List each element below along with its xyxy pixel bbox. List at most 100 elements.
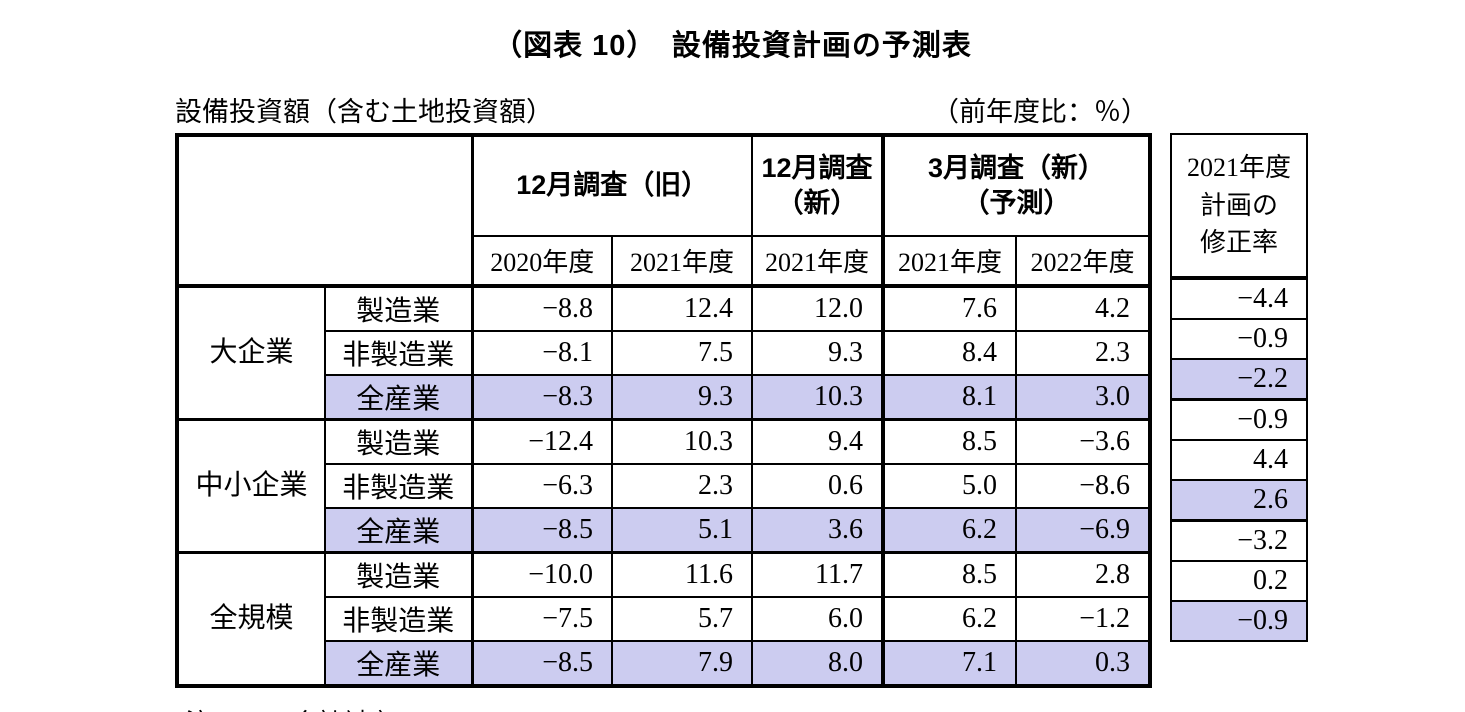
table-row-highlight: 2.6 [1170,479,1309,522]
table-row: −4.4 [1170,277,1309,320]
value-cell: −12.4 [471,418,613,465]
value-cell: 5.1 [610,507,754,554]
value-cell: 11.7 [751,551,885,598]
value-cell: 2.3 [1015,330,1152,376]
table-row: 中小企業 製造業 −12.4 10.3 9.4 8.5 −3.6 [176,418,1152,554]
table-row: 非製造業 −7.5 5.7 6.0 6.2 −1.2 [177,596,1152,642]
value-cell: 7.6 [881,285,1018,332]
value-cell: −8.6 [1015,463,1152,509]
header-survey-mar-new: 3月調査（新） （予測） [881,134,1152,237]
value-cell: 12.0 [751,285,885,332]
industry-label: 全産業 [324,374,474,421]
caption-unit: （前年度比：％） [932,97,1148,127]
table-row: 0.2 [1170,560,1309,602]
value-cell: −1.2 [1015,596,1152,642]
value-cell: 11.6 [610,551,754,598]
value-cell: 2.3 [610,463,754,509]
value-cell: −8.5 [471,640,613,687]
value-cell: −8.5 [471,507,613,554]
header-survey-dec-new: 12月調査 （新） [751,134,885,237]
value-cell: −8.8 [471,285,613,332]
note-line: (注)リース会計対応ベース。 [177,704,1465,712]
value-cell: 9.4 [751,418,885,465]
group-label: 全規模 [176,551,326,687]
header-empty-cell [176,134,474,288]
value-cell: 4.2 [1015,285,1152,332]
header-year: 2022年度 [1015,235,1152,288]
value-cell: 10.3 [610,418,754,465]
table-row: 全規模 製造業 −10.0 11.6 11.7 8.5 2.8 [176,551,1152,687]
revision-cell: −0.9 [1170,600,1309,642]
industry-label: 製造業 [324,418,474,465]
table-row: −0.9 [1170,398,1309,441]
value-cell: −10.0 [471,551,613,598]
value-cell: −6.3 [471,463,613,509]
value-cell: 9.3 [751,330,885,376]
value-cell: 6.0 [751,596,885,642]
revision-header: 2021年度 計画の 修正率 [1170,133,1309,280]
value-cell: 7.5 [610,330,754,376]
industry-label: 製造業 [324,285,474,332]
value-cell: 8.5 [881,551,1018,598]
table-row-highlight: −0.9 [1170,600,1309,642]
value-cell: 2.8 [1015,551,1152,598]
header-year: 2021年度 [881,235,1018,288]
value-cell: 7.9 [610,640,754,687]
table-row: 非製造業 −8.1 7.5 9.3 8.4 2.3 [177,330,1152,376]
table-row: 大企業 製造業 −8.8 12.4 12.0 7.6 4.2 [176,285,1152,421]
header-year: 2020年度 [471,235,613,288]
value-cell: 8.4 [881,330,1018,376]
value-cell: −3.6 [1015,418,1152,465]
value-cell: 6.2 [881,507,1018,554]
value-cell: 8.1 [881,374,1018,421]
table-row-highlight: 全産業 −8.5 5.1 3.6 6.2 −6.9 [177,507,1152,554]
industry-label: 非製造業 [324,463,474,509]
footnotes: (注)リース会計対応ベース。 (資料)12月調査は日本銀行、3月調査予測はニッセ… [177,704,1465,712]
value-cell: 9.3 [610,374,754,421]
industry-label: 全産業 [324,507,474,554]
revision-cell: 0.2 [1170,560,1309,602]
revision-cell: −0.9 [1170,318,1309,360]
forecast-table: 12月調査（旧） 12月調査 （新） 3月調査（新） （予測） 2020年度 2… [175,133,1153,688]
table-row: −3.2 [1170,519,1309,562]
group-label: 中小企業 [176,418,326,554]
industry-label: 製造業 [324,551,474,598]
value-cell: −7.5 [471,596,613,642]
value-cell: 3.0 [1015,374,1152,421]
caption-left: 設備投資額（含む土地投資額） [175,97,553,127]
value-cell: −6.9 [1015,507,1152,554]
value-cell: 10.3 [751,374,885,421]
table-row-highlight: 全産業 −8.5 7.9 8.0 7.1 0.3 [177,640,1152,687]
value-cell: 5.0 [881,463,1018,509]
value-cell: 8.0 [751,640,885,687]
revision-header-row: 2021年度 計画の 修正率 [1170,133,1309,280]
industry-label: 非製造業 [324,330,474,376]
value-cell: −8.1 [471,330,613,376]
value-cell: 8.5 [881,418,1018,465]
table-row-highlight: −2.2 [1170,358,1309,401]
revision-cell: −4.4 [1170,277,1309,320]
value-cell: 3.6 [751,507,885,554]
value-cell: 0.6 [751,463,885,509]
header-survey-dec-old: 12月調査（旧） [470,134,754,237]
revision-cell: −0.9 [1170,398,1309,441]
header-year: 2021年度 [751,235,885,288]
table-caption-row: 設備投資額（含む土地投資額） （前年度比：％） [175,90,1148,129]
industry-label: 非製造業 [324,596,474,642]
revision-cell: 2.6 [1170,479,1309,522]
table-row: 非製造業 −6.3 2.3 0.6 5.0 −8.6 [177,463,1152,509]
table-row: 4.4 [1170,439,1309,481]
header-row-years: 2020年度 2021年度 2021年度 2021年度 2022年度 [177,235,1152,288]
value-cell: 7.1 [881,640,1018,687]
header-row-surveys: 12月調査（旧） 12月調査 （新） 3月調査（新） （予測） [176,134,1152,288]
revision-table: 2021年度 計画の 修正率 −4.4 −0.9 −2.2 −0.9 4.4 2… [1170,133,1309,642]
revision-cell: −2.2 [1170,358,1309,401]
tables-container: 12月調査（旧） 12月調査 （新） 3月調査（新） （予測） 2020年度 2… [175,133,1465,688]
value-cell: −8.3 [471,374,613,421]
table-row: −0.9 [1170,318,1309,360]
value-cell: 0.3 [1015,640,1152,687]
revision-cell: −3.2 [1170,519,1309,562]
header-year: 2021年度 [610,235,754,288]
revision-cell: 4.4 [1170,439,1309,481]
